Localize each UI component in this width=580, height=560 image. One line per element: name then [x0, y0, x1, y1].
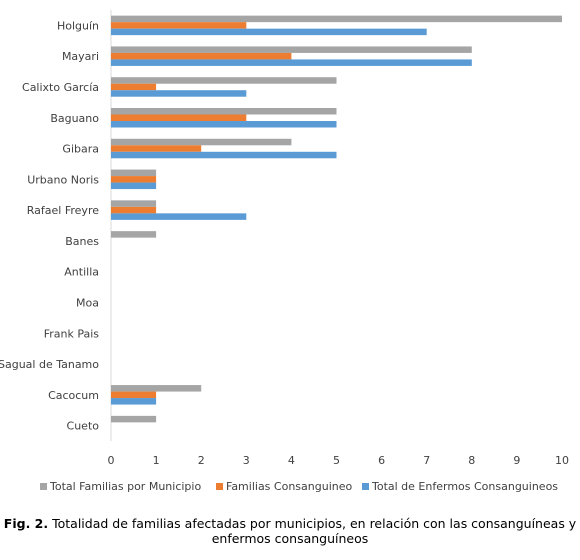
x-tick-label: 1	[153, 454, 160, 467]
category-label: Antilla	[64, 266, 99, 279]
bar	[111, 28, 427, 36]
x-tick-label: 0	[108, 454, 115, 467]
x-tick-label: 10	[555, 454, 569, 467]
x-tick-label: 5	[333, 454, 340, 467]
bar	[111, 83, 157, 91]
x-tick-label: 2	[198, 454, 205, 467]
bar	[111, 391, 157, 399]
bar	[111, 145, 202, 152]
category-label: Mayari	[62, 50, 99, 63]
category-label: Moa	[76, 296, 99, 309]
bar	[111, 182, 157, 190]
x-tick-label: 6	[378, 454, 385, 467]
x-tick-label: 7	[423, 454, 430, 467]
bar	[111, 231, 157, 238]
bar	[111, 200, 157, 207]
bar	[111, 176, 157, 183]
bar	[111, 169, 157, 177]
bar	[111, 108, 337, 115]
category-label: Rafael Freyre	[27, 204, 99, 217]
category-label: Cueto	[67, 420, 100, 433]
legend-label: Total Familias por Municipio	[49, 480, 201, 493]
bar	[111, 22, 247, 29]
bar	[111, 77, 337, 84]
figure-label: Fig. 2.	[3, 516, 49, 531]
category-label: Calixto García	[22, 81, 99, 94]
bar	[111, 138, 292, 146]
category-label: Frank Pais	[44, 327, 100, 340]
category-label: Urbano Noris	[27, 173, 99, 186]
figure-caption-text: Totalidad de familias afectadas por muni…	[48, 516, 577, 546]
bar	[111, 151, 337, 159]
bar-chart: Holguín Mayari Calixto García Baguano Gibara…	[0, 10, 569, 493]
category-label: Gibara	[62, 143, 99, 156]
x-tick-label: 9	[513, 454, 520, 467]
bar	[111, 415, 157, 423]
bar	[111, 52, 292, 60]
bar	[111, 59, 472, 66]
bar	[111, 206, 157, 214]
legend-label: Familias Consanguineo	[226, 480, 352, 493]
bar	[111, 90, 247, 97]
legend-swatch	[40, 483, 47, 490]
legend-swatch	[362, 483, 369, 490]
legend-label: Total de Enfermos Consanguineos	[371, 480, 558, 493]
x-tick-label: 8	[468, 454, 475, 467]
category-label: Cacocum	[48, 389, 99, 402]
x-tick-label: 4	[288, 454, 295, 467]
bar	[111, 398, 157, 405]
bar	[111, 46, 472, 53]
bar	[111, 385, 202, 392]
bar	[111, 121, 337, 128]
x-tick-label: 3	[243, 454, 250, 467]
category-label: Sagual de Tanamo	[0, 358, 99, 371]
category-label: Baguano	[50, 112, 99, 125]
category-label: Holguín	[57, 19, 99, 32]
bar	[111, 114, 247, 121]
bar	[111, 213, 247, 220]
figure-caption: Fig. 2. Totalidad de familias afectadas …	[0, 516, 580, 546]
legend-swatch	[216, 483, 223, 490]
chart-container: Holguín Mayari Calixto García Baguano Gibara…	[0, 10, 569, 493]
category-label: Banes	[65, 235, 99, 248]
bar	[111, 15, 562, 23]
